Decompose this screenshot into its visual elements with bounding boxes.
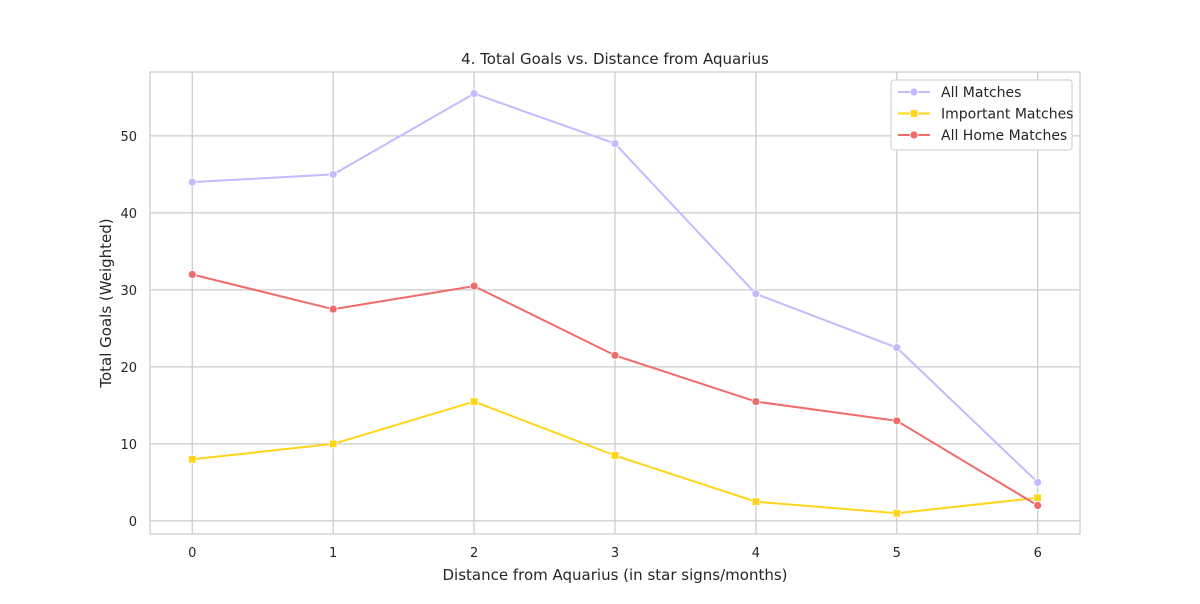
x-tick-label: 1 [329,546,337,561]
data-point [187,177,197,187]
x-tick-label: 4 [752,546,760,561]
plot-frame [149,71,1081,535]
data-point [751,497,761,506]
data-point [1033,478,1043,487]
chart-title: 4. Total Goals vs. Distance from Aquariu… [461,50,769,68]
data-point [469,89,479,98]
legend-label: All Home Matches [941,128,1067,144]
y-tick-label: 0 [129,515,137,530]
legend-marker [909,130,919,140]
data-point [610,350,620,360]
legend-item: All Matches [898,85,1021,101]
series-all-home-matches [187,270,1043,510]
data-point [751,289,761,299]
data-point [1033,501,1043,510]
series-important-matches [188,397,1042,518]
data-point [1033,493,1042,503]
data-point [610,139,620,149]
data-point [188,455,197,464]
legend-marker [909,109,919,118]
legend: All Matches Important Matches All Home Mat… [890,79,1073,151]
grid [150,72,1080,534]
y-axis-label: Total Goals (Weighted) [97,218,115,388]
y-tick-label: 40 [120,207,137,222]
legend-label: All Matches [941,85,1021,101]
series-all-matches [187,89,1043,487]
legend-item: All Home Matches [898,128,1067,144]
x-tick-label: 3 [611,546,619,561]
y-tick-label: 50 [120,130,137,145]
data-point [610,451,620,460]
legend-marker [909,87,919,97]
legend-label: Important Matches [941,107,1073,123]
y-tick-label: 10 [120,438,137,453]
x-tick-label: 2 [470,546,478,561]
legend-frame [890,79,1073,151]
y-tick-labels: 0 10 20 30 40 50 [120,130,137,530]
data-point [469,397,479,406]
data-point [328,170,338,179]
data-point [751,397,761,406]
x-axis-label: Distance from Aquarius (in star signs/mo… [442,566,787,584]
legend-item: Important Matches [898,107,1073,123]
data-point [892,509,902,518]
y-tick-label: 30 [120,284,137,299]
series-lines [187,89,1043,518]
x-tick-label: 6 [1034,546,1042,561]
data-point [469,281,479,291]
data-point [328,439,338,449]
x-tick-labels: 0 1 2 3 4 5 6 [188,546,1042,561]
x-tick-label: 0 [188,546,196,561]
data-point [892,343,902,353]
x-tick-label: 5 [893,546,901,561]
y-tick-label: 20 [120,361,137,376]
data-point [187,270,197,279]
data-point [328,304,338,314]
data-point [892,416,902,426]
